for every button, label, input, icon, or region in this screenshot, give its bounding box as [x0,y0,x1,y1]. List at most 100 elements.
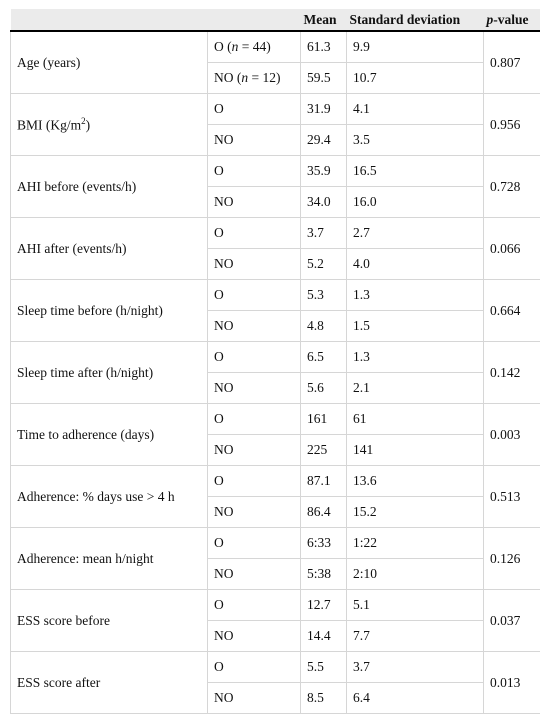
text-part: = 44) [238,39,271,54]
sd-cell: 4.1 [346,93,484,125]
p-value-cell: 0.728 [483,155,540,218]
p-value-cell: 0.956 [483,93,540,156]
sd-cell: 5.1 [346,589,484,621]
text-part: NO ( [214,70,242,85]
sd-cell: 1.3 [346,341,484,373]
mean-cell: 161 [300,403,347,435]
table-row: NO 8.5 6.4 [11,682,541,714]
p-value-cell: 0.513 [483,465,540,528]
group-label: O [207,279,301,311]
table-row: NO 86.4 15.2 [11,496,541,528]
row-label: Age (years) [10,30,208,94]
group-label: O [207,217,301,249]
header-p-suffix: -value [493,11,529,27]
mean-cell: 3.7 [300,217,347,249]
p-value-cell: 0.013 [483,651,540,714]
sd-cell: 13.6 [346,465,484,497]
table-row: Sleep time after (h/night) O 6.5 1.3 0.142 [10,341,540,404]
sd-cell: 6.4 [346,682,484,714]
mean-cell: 86.4 [300,496,347,528]
sd-cell: 2.7 [346,217,484,249]
row-label: AHI after (events/h) [10,217,208,280]
mean-cell: 12.7 [300,589,347,621]
p-value-cell: 0.807 [483,30,540,94]
group-label: O [207,155,301,187]
mean-cell: 5.6 [300,372,347,404]
table-row: NO (n = 12) 59.5 10.7 [11,62,541,94]
group-label: NO [207,186,301,218]
row-label: Sleep time before (h/night) [10,279,208,342]
mean-cell: 5.3 [300,279,347,311]
mean-cell: 4.8 [300,310,347,342]
group-label: O [207,651,301,683]
row-label: BMI (Kg/m2) [10,93,208,156]
header-sd: Standard deviation [346,9,484,32]
table-row: NO 5.6 2.1 [11,372,541,404]
mean-cell: 35.9 [300,155,347,187]
table-row: Adherence: % days use > 4 h O 87.1 13.6 0.51… [10,465,540,528]
table-row: AHI after (events/h) O 3.7 2.7 0.066 [10,217,540,280]
mean-cell: 5.2 [300,248,347,280]
table-row: Time to adherence (days) O 161 61 0.003 [10,403,540,466]
group-label: O [207,403,301,435]
sd-cell: 7.7 [346,620,484,652]
sd-cell: 4.0 [346,248,484,280]
row-label: ESS score before [10,589,208,652]
group-label: O [207,465,301,497]
header-mean: Mean [300,9,347,32]
table-row: NO 5.2 4.0 [11,248,541,280]
row-label: ESS score after [10,651,208,714]
row-label: AHI before (events/h) [10,155,208,218]
group-label: NO [207,620,301,652]
mean-cell: 61.3 [300,30,347,63]
row-label: Adherence: % days use > 4 h [10,465,208,528]
mean-cell: 34.0 [300,186,347,218]
mean-cell: 59.5 [300,62,347,94]
sd-cell: 1.5 [346,310,484,342]
text-part: ) [85,117,91,133]
group-label: NO [207,496,301,528]
header-cell [207,9,301,32]
sd-cell: 2.1 [346,372,484,404]
text-part: n [241,70,249,85]
table-row: NO 34.0 16.0 [11,186,541,218]
sd-cell: 15.2 [346,496,484,528]
mean-cell: 225 [300,434,347,466]
sd-cell: 10.7 [346,62,484,94]
text-part: n [231,39,239,54]
group-label: NO [207,372,301,404]
mean-cell: 5.5 [300,651,347,683]
p-value-cell: 0.664 [483,279,540,342]
mean-cell: 31.9 [300,93,347,125]
sd-cell: 3.7 [346,651,484,683]
sd-cell: 61 [346,403,484,435]
sd-cell: 1:22 [346,527,484,559]
mean-cell: 6:33 [300,527,347,559]
table-row: NO 225 141 [11,434,541,466]
p-value-cell: 0.003 [483,403,540,466]
table-row: Age (years) O (n = 44) 61.3 9.9 0.807 [10,30,540,94]
group-label: O [207,527,301,559]
table-row: ESS score before O 12.7 5.1 0.037 [10,589,540,652]
group-label: NO [207,682,301,714]
group-label: O [207,341,301,373]
group-label: O (n = 44) [207,30,301,63]
sd-cell: 1.3 [346,279,484,311]
p-value-cell: 0.037 [483,589,540,652]
sd-cell: 16.5 [346,155,484,187]
group-label: NO [207,124,301,156]
group-label: O [207,93,301,125]
row-label: Adherence: mean h/night [10,527,208,590]
table-row: ESS score after O 5.5 3.7 0.013 [10,651,540,714]
group-label: NO [207,248,301,280]
table-container: Mean Standard deviation p-value Age (yea… [10,9,540,715]
header-row: Mean Standard deviation p-value [10,9,540,32]
sd-cell: 3.5 [346,124,484,156]
group-label: NO [207,558,301,590]
text-part: BMI (Kg/m [17,117,82,133]
header-cell [10,9,208,32]
text-part: O ( [214,39,232,54]
group-label: NO [207,310,301,342]
mean-cell: 29.4 [300,124,347,156]
